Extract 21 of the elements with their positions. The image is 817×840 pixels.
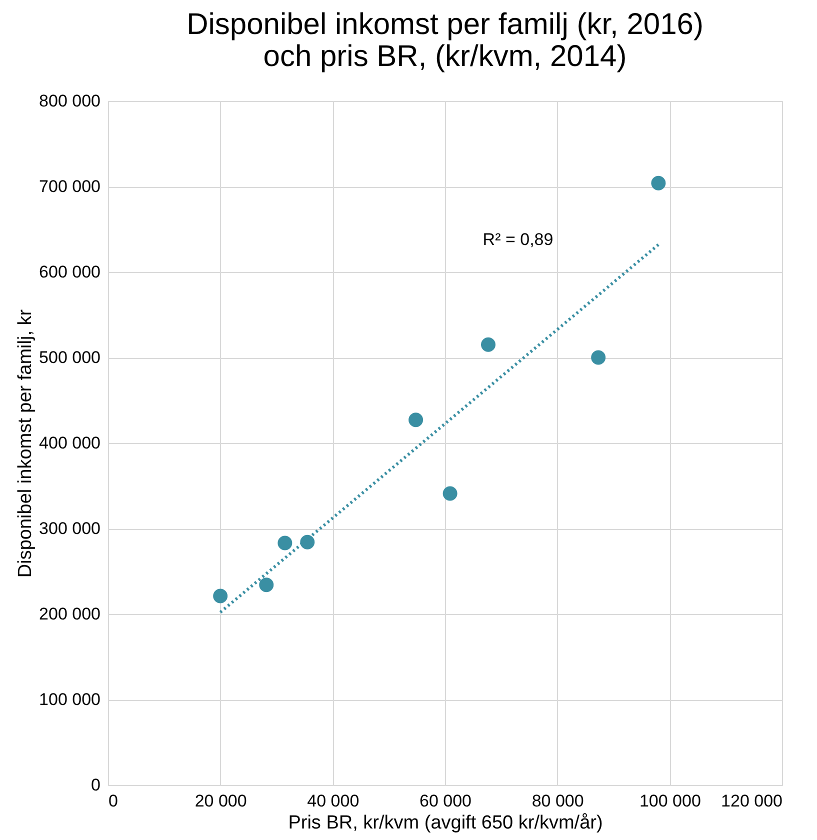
x-tick-label: 60 000	[420, 792, 472, 810]
annotation: R² = 0,89	[482, 230, 554, 249]
y-tick-label: 100 000	[39, 690, 100, 709]
x-tick-label: 100 000	[639, 792, 701, 810]
x-tick-label: 40 000	[307, 792, 360, 810]
x-axis-title: Pris BR, kr/kvm (avgift 650 kr/kvm/år)	[288, 812, 603, 834]
y-tick-label: 800 000	[39, 92, 100, 110]
y-tick-label: 700 000	[39, 177, 100, 196]
x-tick-label: 0	[108, 792, 118, 810]
y-axis-title: Disponibel inkomst per familj, kr	[15, 308, 36, 578]
x-tick-label: 80 000	[532, 792, 584, 810]
y-tick-label: 500 000	[39, 348, 100, 367]
y-tick-label: 200 000	[39, 604, 100, 624]
x-tick-label: 120 000	[721, 792, 782, 810]
text: och pris BR, (kr/kvm, 2014)	[263, 40, 627, 73]
y-tick-label: 0	[91, 776, 100, 794]
x-tick-label: 20 000	[194, 792, 247, 810]
y-tick-label: 400 000	[39, 434, 100, 452]
y-tick-label: 300 000	[39, 519, 100, 538]
text: Disponibel inkomst per familj (kr, 2016)	[186, 8, 704, 41]
y-tick-label: 600 000	[39, 262, 100, 282]
